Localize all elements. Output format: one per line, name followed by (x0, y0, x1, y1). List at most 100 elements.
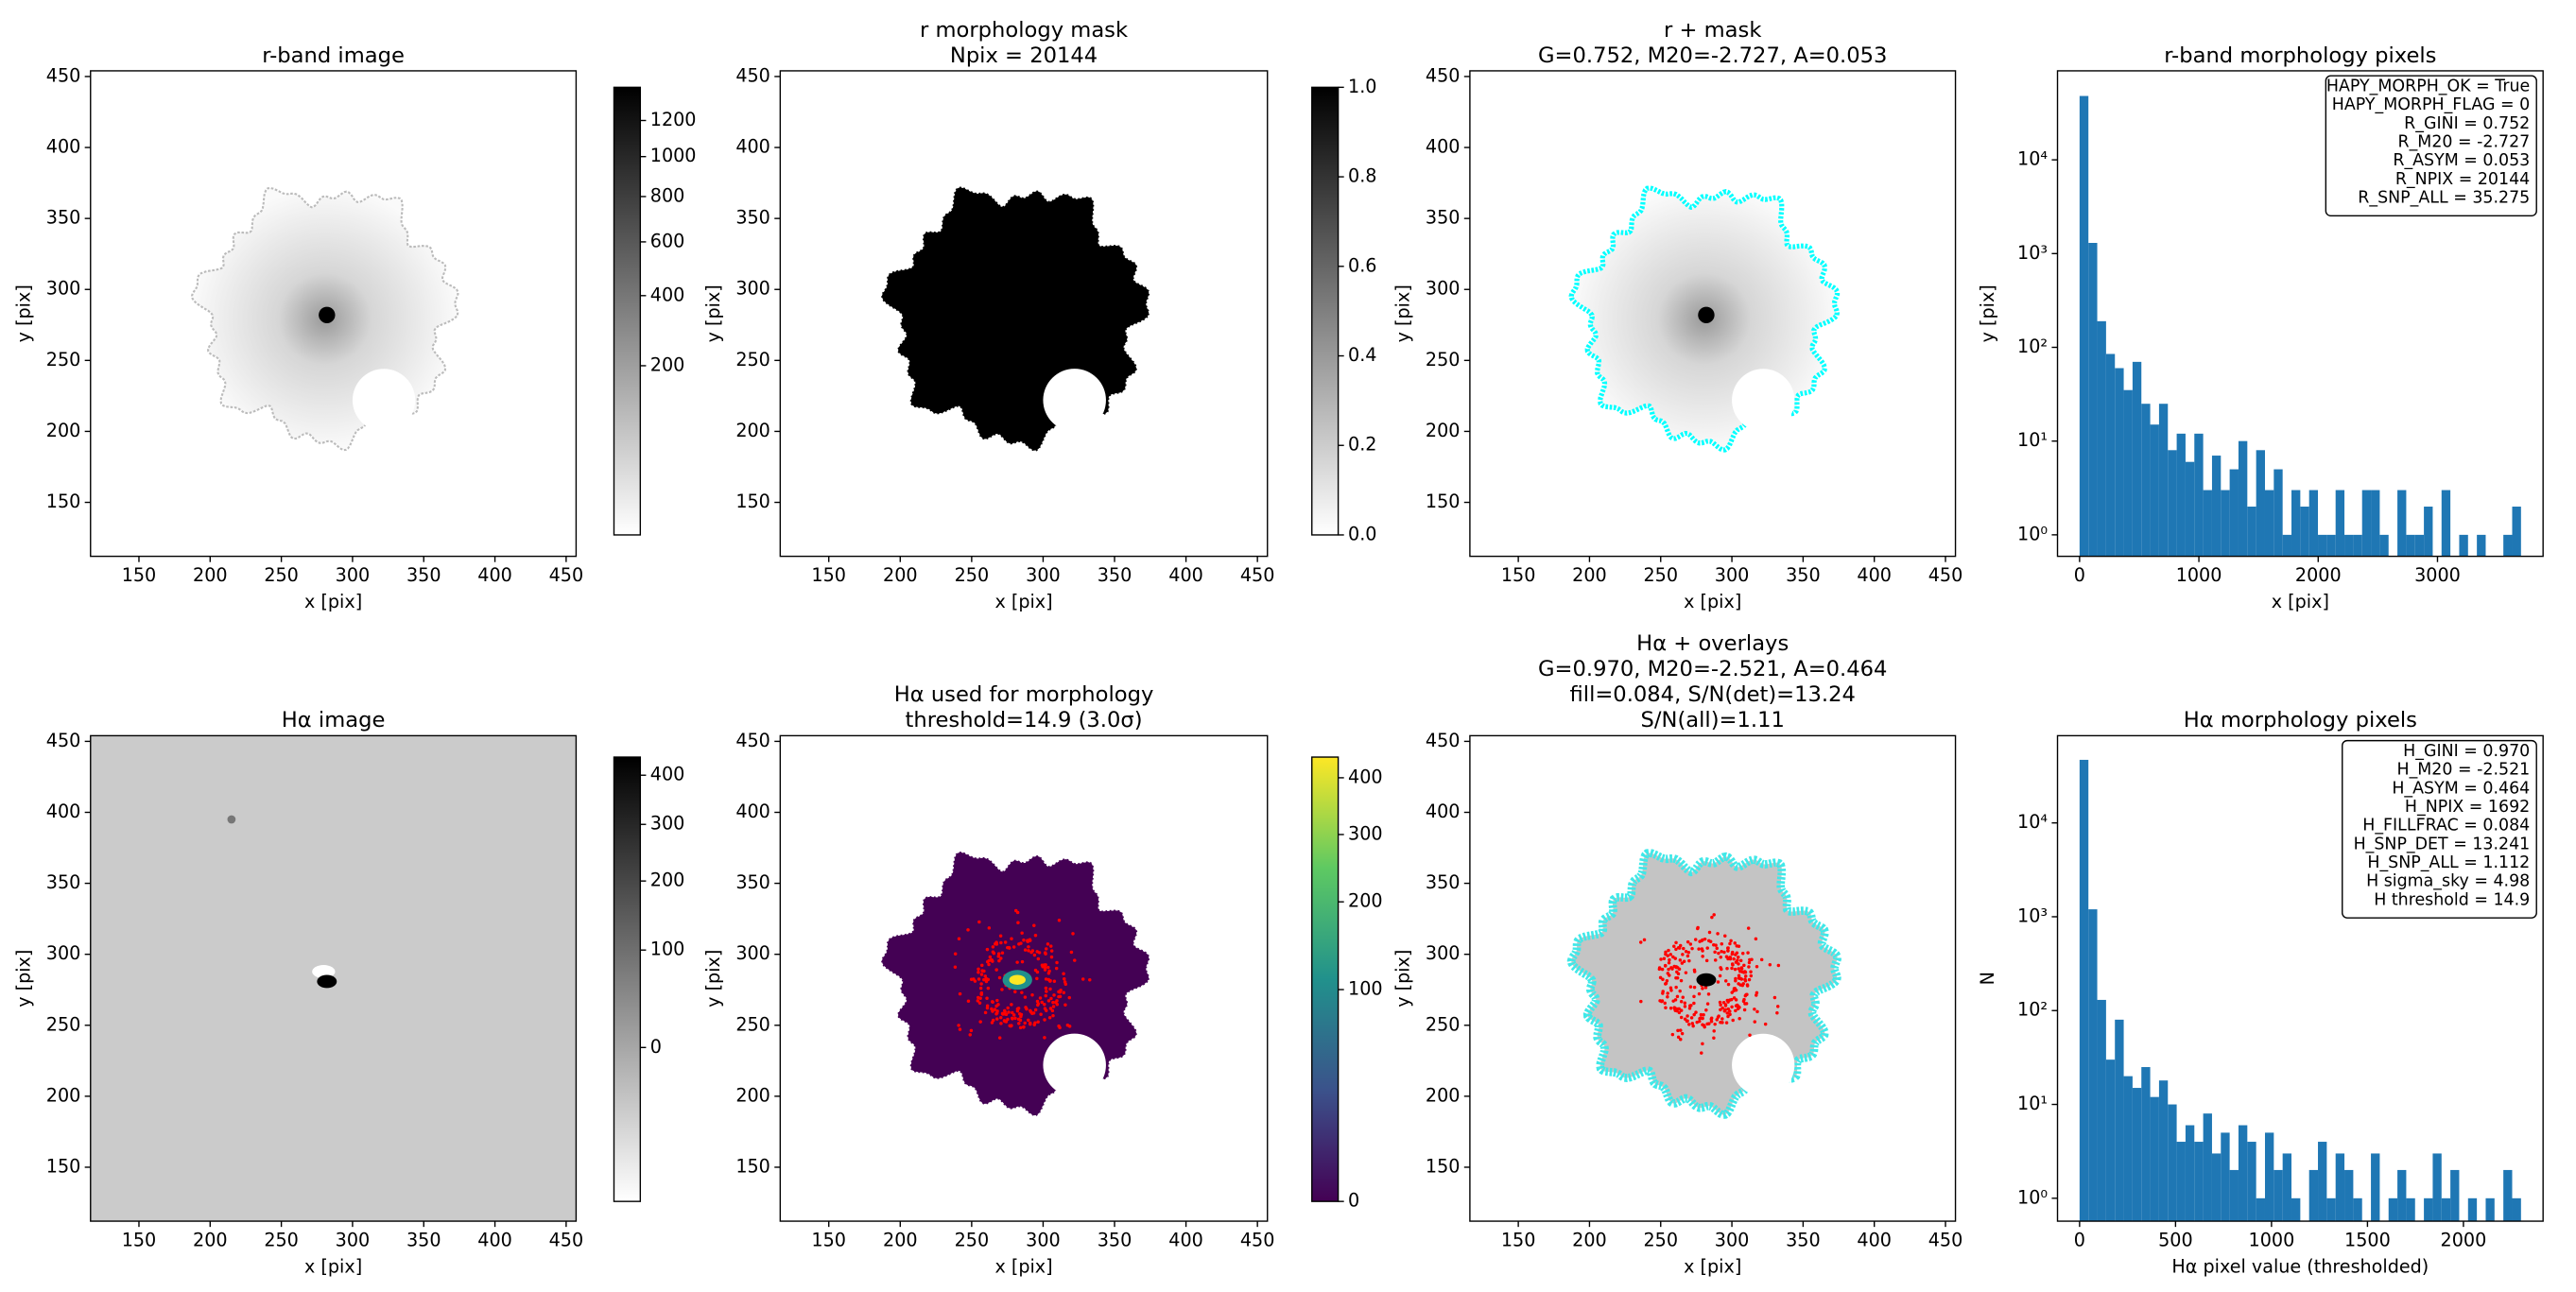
detection-dot (1731, 1018, 1735, 1023)
y-tick-label: 250 (1426, 1013, 1461, 1035)
detection-dot (1004, 1012, 1009, 1017)
y-axis-label: y [pix] (1392, 950, 1414, 1008)
detection-dot (1754, 937, 1758, 941)
x-tick-label: 400 (477, 1229, 512, 1250)
detection-dot (1062, 972, 1065, 975)
detection-dot (1688, 985, 1693, 989)
detection-dot (1707, 1022, 1711, 1025)
detection-dot (1692, 994, 1696, 999)
y-tick-label: 450 (735, 730, 770, 751)
annotation-box (2325, 75, 2537, 217)
detection-dot (1684, 971, 1688, 974)
y-tick-label: 250 (46, 349, 81, 370)
detection-dot (1726, 1014, 1730, 1019)
detection-dot (1690, 1022, 1695, 1025)
detection-dot (1696, 926, 1700, 931)
hist-bar (2115, 1019, 2124, 1222)
detection-dot (1037, 951, 1042, 955)
detection-dot (1728, 998, 1732, 1002)
detection-dot (1713, 950, 1717, 955)
y-tick-label: 350 (46, 871, 81, 893)
y-axis-label: y [pix] (13, 950, 35, 1008)
detection-dot (1020, 991, 1024, 994)
y-tick-label: 10¹ (2017, 429, 2048, 451)
detection-dot (1692, 1001, 1696, 1006)
y-tick-label: 400 (46, 801, 81, 822)
axes-frame (1469, 734, 1957, 1222)
y-tick-label: 300 (1426, 278, 1461, 300)
detection-dot (1667, 961, 1671, 965)
detection-dot (1692, 970, 1697, 973)
detection-dot (1726, 982, 1731, 987)
detection-dot (1015, 960, 1019, 964)
detection-dot (1697, 991, 1702, 996)
detection-dot (1694, 1010, 1698, 1014)
core-peak (1009, 974, 1026, 985)
detection-dot (1674, 985, 1678, 990)
panel: r-band morphology pixels HAPY_MORPH_OK = … (1977, 43, 2544, 612)
detection-dot (1055, 960, 1059, 965)
x-tick-label: 200 (1572, 564, 1607, 586)
detection-dot (1722, 950, 1726, 955)
detection-dot (1051, 1000, 1055, 1005)
detection-dot (1049, 955, 1054, 959)
detection-dot (1710, 915, 1714, 920)
detection-dot (1678, 943, 1683, 948)
detection-dot (993, 1008, 997, 1011)
detection-dot (1734, 1008, 1738, 1013)
axes-frame (90, 734, 578, 1222)
detection-dot (1047, 969, 1051, 973)
hist-bar (2273, 1169, 2283, 1222)
detection-dot (1666, 972, 1670, 975)
detection-dot (953, 965, 958, 970)
detection-dot (1033, 934, 1038, 938)
detection-dot (995, 1017, 999, 1021)
annotation-line: H_FILLFRAC = 0.084 (2362, 817, 2530, 835)
detection-dot (1686, 950, 1691, 955)
detection-dot (1725, 966, 1729, 971)
detection-dot (1007, 1010, 1011, 1014)
annotation-line: H_ASYM = 0.464 (2392, 779, 2530, 798)
x-tick-label: 1500 (2344, 1229, 2391, 1250)
hist-bar (2273, 469, 2283, 557)
detection-dot (1023, 995, 1028, 999)
detection-dot (957, 937, 961, 940)
axes-frame (2056, 734, 2544, 1222)
detection-dot (1744, 992, 1748, 997)
detection-dot (1676, 1035, 1681, 1040)
plot-area (881, 186, 1150, 452)
detection-dot (996, 952, 1001, 956)
detection-dot (1741, 951, 1745, 956)
detection-dot (1719, 1003, 1722, 1007)
detection-dot (1712, 1029, 1716, 1033)
detection-dot (1675, 1008, 1679, 1013)
detection-dot (1686, 939, 1690, 944)
detection-dot (1047, 1016, 1052, 1020)
detection-dot (1730, 1005, 1734, 1009)
colorbar-tick-label: 0.4 (1348, 344, 1376, 366)
detection-dot (1743, 1002, 1747, 1006)
y-axis-label: y [pix] (13, 284, 35, 342)
hist-bar (2088, 243, 2098, 557)
detection-dot (994, 1004, 998, 1008)
colorbar-tick-label: 400 (650, 764, 685, 785)
detection-dot (1010, 1016, 1014, 1021)
plot-area (1566, 848, 1841, 1119)
detection-dot (1660, 967, 1665, 972)
detection-dot (1013, 1016, 1017, 1021)
detection-dot (977, 1001, 982, 1006)
x-tick-label: 250 (955, 564, 990, 586)
detection-dot (1665, 979, 1669, 983)
mask-cutout (1732, 1033, 1795, 1096)
hist-bar (2485, 1197, 2495, 1222)
detection-dot (1715, 946, 1719, 951)
detection-dot (1692, 985, 1697, 990)
detection-dot (1720, 967, 1723, 972)
detection-dot (1755, 1009, 1759, 1014)
detection-dot (1733, 941, 1737, 945)
y-tick-label: 300 (46, 942, 81, 964)
mask-region (881, 186, 1150, 452)
detection-dot (1058, 1025, 1062, 1030)
